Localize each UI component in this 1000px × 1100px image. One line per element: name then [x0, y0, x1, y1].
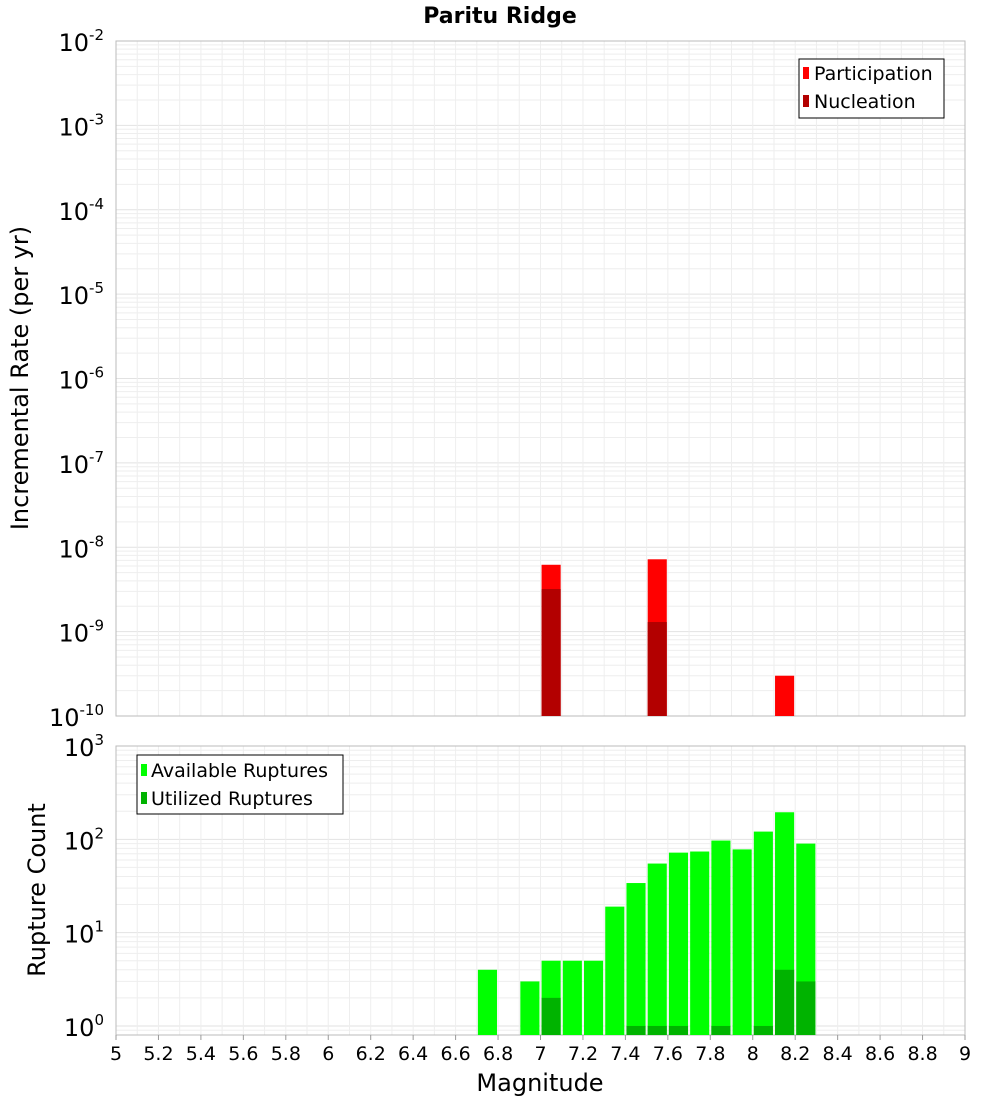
x-tick-labels: 5 5.2 5.4 5.6 5.8 6 6.2 6.4 6.6 6.8 7 7.2 7.4 7.6 7.8 8… [110, 1035, 971, 1065]
x-tick-label: 5 [110, 1043, 122, 1065]
legend-label-available: Available Ruptures [151, 760, 328, 782]
x-tick-label: 8.8 [907, 1043, 937, 1065]
bottom-grid [115, 746, 966, 1036]
count-bar-utilized-ruptures [626, 1025, 646, 1035]
legend-swatch-participation [803, 67, 809, 79]
count-bar-available-ruptures [584, 960, 604, 1035]
count-bar-available-ruptures [690, 851, 710, 1035]
count-bar-available-ruptures [647, 863, 667, 1035]
count-bar-utilized-ruptures [775, 969, 795, 1035]
top-y-tick-label: 10-10 [49, 701, 104, 732]
legend-swatch-available [141, 764, 147, 776]
bottom-legend-box [136, 754, 344, 815]
legend-label-nucleation: Nucleation [814, 91, 916, 113]
top-y-tick-label: 10-3 [58, 110, 104, 141]
legend-label-utilized: Utilized Ruptures [151, 788, 313, 810]
x-tick-label: 5.4 [186, 1043, 216, 1065]
x-tick-label: 6.2 [356, 1043, 386, 1065]
x-tick-label: 8.6 [865, 1043, 895, 1065]
bottom-y-axis-label: Rupture Count [23, 803, 51, 977]
top-y-tick-label: 10-2 [58, 26, 104, 57]
count-bar-utilized-ruptures [796, 981, 816, 1035]
rate-bar-nucleation [647, 622, 667, 716]
count-bar-available-ruptures [753, 831, 773, 1035]
top-y-tick-label: 10-7 [58, 448, 104, 479]
count-bar-available-ruptures [668, 852, 689, 1035]
bottom-panel: 100 101 102 103 5 5.2 5.4 5.6 5.8 6 6.2 6.4 6.6 6.8 7… [23, 731, 971, 1097]
x-tick-label: 5.6 [228, 1043, 258, 1065]
x-tick-label: 8 [747, 1043, 759, 1065]
count-bar-utilized-ruptures [647, 1025, 667, 1035]
chart-title: Paritu Ridge [423, 4, 577, 29]
bottom-y-tick-label: 100 [64, 1011, 104, 1042]
top-legend: Participation Nucleation [798, 58, 945, 119]
top-panel: 10-10 10-9 10-8 10-7 10-6 10-5 10-4 10-3 10-2 In… [6, 26, 966, 732]
x-tick-label: 7.8 [695, 1043, 725, 1065]
x-axis-label: Magnitude [476, 1069, 603, 1097]
count-bar-available-ruptures [520, 981, 540, 1035]
x-tick-label: 5.2 [143, 1043, 173, 1065]
legend-swatch-utilized [141, 792, 147, 804]
count-bar-utilized-ruptures [753, 1025, 773, 1035]
bottom-y-tick-label: 101 [64, 918, 104, 949]
x-tick-label: 7 [534, 1043, 546, 1065]
x-tick-label: 6.4 [398, 1043, 428, 1065]
top-y-tick-label: 10-5 [58, 279, 104, 310]
count-bar-utilized-ruptures [541, 997, 561, 1035]
x-tick-label: 7.4 [610, 1043, 640, 1065]
top-y-tick-label: 10-4 [58, 195, 104, 226]
x-tick-label: 9 [959, 1043, 971, 1065]
top-bars [541, 559, 795, 716]
bottom-legend: Available Ruptures Utilized Ruptures [136, 754, 344, 815]
count-bar-available-ruptures [605, 906, 625, 1035]
bottom-y-tick-label: 102 [64, 824, 104, 855]
legend-swatch-nucleation [803, 95, 809, 107]
top-grid [115, 41, 966, 717]
legend-label-participation: Participation [814, 63, 933, 85]
top-y-tick-label: 10-8 [58, 532, 104, 563]
top-legend-box [798, 58, 945, 119]
top-y-tick-label: 10-6 [58, 364, 104, 395]
rate-bar-participation [775, 675, 795, 716]
x-tick-label: 6.6 [440, 1043, 470, 1065]
count-bar-utilized-ruptures [711, 1025, 731, 1035]
x-tick-label: 6 [322, 1043, 334, 1065]
bottom-bars [477, 812, 816, 1035]
bottom-y-tick-label: 103 [64, 731, 104, 762]
count-bar-available-ruptures [732, 849, 752, 1035]
count-bar-utilized-ruptures [668, 1025, 689, 1035]
top-y-axis-label: Incremental Rate (per yr) [6, 226, 34, 530]
top-plot-frame [115, 40, 966, 717]
top-y-tick-labels: 10-10 10-9 10-8 10-7 10-6 10-5 10-4 10-3 10-2 [49, 26, 104, 732]
top-y-tick-label: 10-9 [58, 617, 104, 648]
count-bar-available-ruptures [477, 969, 497, 1035]
x-tick-label: 8.4 [823, 1043, 853, 1065]
count-bar-available-ruptures [626, 883, 646, 1035]
x-tick-label: 7.6 [653, 1043, 683, 1065]
bottom-y-tick-labels: 100 101 102 103 [64, 731, 104, 1042]
x-tick-label: 6.8 [483, 1043, 513, 1065]
x-tick-label: 5.8 [271, 1043, 301, 1065]
x-tick-label: 7.2 [568, 1043, 598, 1065]
count-bar-available-ruptures [711, 840, 731, 1035]
count-bar-available-ruptures [562, 960, 582, 1035]
rate-bar-nucleation [541, 589, 561, 716]
x-tick-label: 8.2 [780, 1043, 810, 1065]
